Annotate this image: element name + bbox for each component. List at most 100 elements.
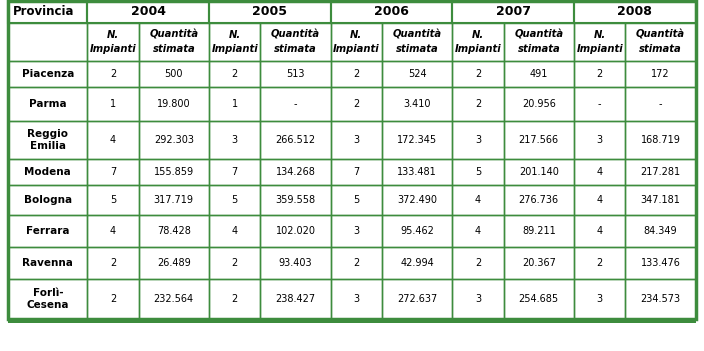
Bar [382, 215, 452, 247]
Bar [139, 61, 209, 87]
Text: 2: 2 [353, 69, 360, 79]
Bar [625, 121, 696, 159]
Bar [87, 247, 139, 279]
Bar [574, 247, 625, 279]
Bar [331, 61, 382, 87]
Bar [209, 279, 260, 319]
Bar [260, 121, 331, 159]
Bar [625, 215, 696, 247]
Text: 4: 4 [475, 195, 481, 205]
Text: 172.345: 172.345 [397, 135, 437, 145]
Bar [87, 185, 139, 215]
Text: 372.490: 372.490 [397, 195, 437, 205]
Bar [574, 159, 625, 185]
Bar [260, 23, 331, 61]
Bar [504, 121, 574, 159]
Bar [504, 61, 574, 87]
Text: Ferrara: Ferrara [26, 226, 70, 236]
Bar [8, 247, 87, 279]
Text: 2: 2 [110, 69, 116, 79]
Bar [452, 159, 504, 185]
Bar [331, 159, 382, 185]
Text: 359.558: 359.558 [275, 195, 315, 205]
Bar [209, 1, 331, 23]
Bar [260, 279, 331, 319]
Bar [260, 185, 331, 215]
Bar [139, 279, 209, 319]
Text: Modena: Modena [25, 167, 71, 177]
Text: Reggio
Emilia: Reggio Emilia [27, 129, 68, 151]
Bar [452, 247, 504, 279]
Text: 84.349: 84.349 [643, 226, 677, 236]
Bar [625, 159, 696, 185]
Text: 292.303: 292.303 [153, 135, 194, 145]
Bar [382, 23, 452, 61]
Bar [452, 279, 504, 319]
Bar [574, 87, 625, 121]
Bar [8, 279, 87, 319]
Bar [574, 87, 625, 121]
Bar [87, 121, 139, 159]
Bar [209, 87, 260, 121]
Bar [452, 121, 504, 159]
Bar [574, 61, 625, 87]
Bar [139, 23, 209, 61]
Bar [139, 185, 209, 215]
Text: N.
Impianti: N. Impianti [89, 30, 137, 54]
Text: 1: 1 [110, 99, 116, 109]
Bar [260, 159, 331, 185]
Bar [331, 247, 382, 279]
Text: 347.181: 347.181 [641, 195, 681, 205]
Text: 2006: 2006 [374, 6, 409, 19]
Bar [139, 159, 209, 185]
Text: Quantità
stimata: Quantità stimata [636, 30, 685, 54]
Text: 5: 5 [232, 195, 238, 205]
Text: 7: 7 [232, 167, 238, 177]
Text: 102.020: 102.020 [275, 226, 315, 236]
Text: N.
Impianti: N. Impianti [455, 30, 501, 54]
Bar [139, 121, 209, 159]
Bar [331, 1, 452, 23]
Bar [8, 61, 87, 87]
Bar [452, 87, 504, 121]
Text: 4: 4 [110, 135, 116, 145]
Bar [331, 87, 382, 121]
Bar [382, 247, 452, 279]
Text: 7: 7 [353, 167, 360, 177]
Bar [574, 23, 625, 61]
Bar [8, 87, 87, 121]
Bar [625, 247, 696, 279]
Bar [260, 159, 331, 185]
Text: 168.719: 168.719 [641, 135, 681, 145]
Text: 3: 3 [475, 135, 481, 145]
Bar [139, 247, 209, 279]
Bar [382, 279, 452, 319]
Bar [209, 159, 260, 185]
Text: 2: 2 [232, 69, 238, 79]
Bar [574, 121, 625, 159]
Bar [331, 1, 452, 23]
Text: 317.719: 317.719 [153, 195, 194, 205]
Bar [260, 215, 331, 247]
Text: 95.462: 95.462 [400, 226, 434, 236]
Text: Ravenna: Ravenna [23, 258, 73, 268]
Bar [87, 61, 139, 87]
Text: 5: 5 [353, 195, 360, 205]
Bar [625, 61, 696, 87]
Bar [209, 247, 260, 279]
Bar [331, 185, 382, 215]
Bar [574, 121, 625, 159]
Text: -: - [598, 99, 601, 109]
Bar [625, 279, 696, 319]
Text: 3: 3 [353, 226, 359, 236]
Bar [452, 87, 504, 121]
Bar [452, 247, 504, 279]
Bar [382, 87, 452, 121]
Bar [331, 121, 382, 159]
Text: 2004: 2004 [130, 6, 165, 19]
Bar [382, 159, 452, 185]
Bar [625, 247, 696, 279]
Bar [8, 23, 87, 61]
Text: 2: 2 [474, 99, 481, 109]
Bar [8, 215, 87, 247]
